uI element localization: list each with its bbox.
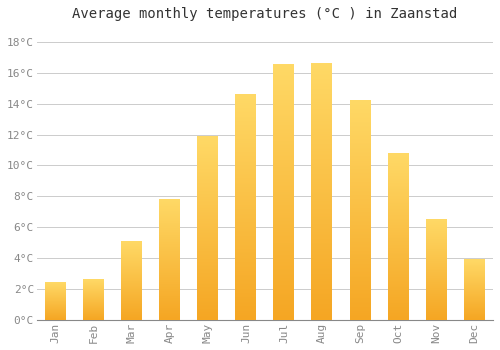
Title: Average monthly temperatures (°C ) in Zaanstad: Average monthly temperatures (°C ) in Za… bbox=[72, 7, 458, 21]
